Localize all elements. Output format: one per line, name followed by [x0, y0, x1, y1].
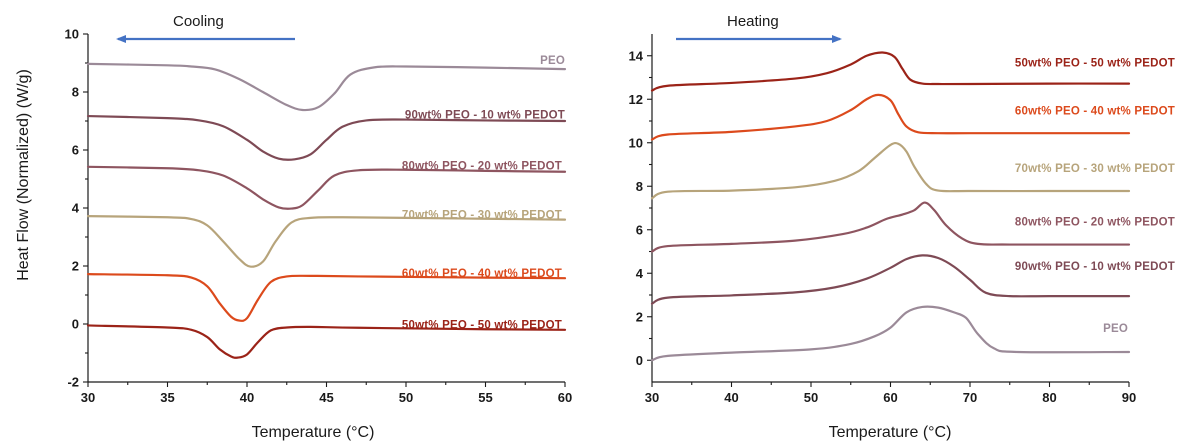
series-label: 80wt% PEO - 20 wt% PEDOT: [1015, 216, 1175, 228]
series-line-0: [650, 51, 1131, 92]
series-label: 50wt% PEO - 50 wt% PEDOT: [402, 319, 562, 331]
series-label: 50wt% PEO - 50 wt% PEDOT: [1015, 58, 1175, 70]
heating-panel: Temperature (°C) Heating 30 40 50 60 70 80 90 0…: [629, 13, 1175, 441]
x-tick-label: 35: [160, 390, 174, 405]
series-line-4: [86, 273, 567, 322]
x-tick-label: 50: [804, 390, 818, 405]
y-tick-label: 2: [72, 259, 79, 274]
y-tick-label: 10: [629, 135, 643, 150]
x-axis-title: Temperature (°C): [829, 424, 952, 441]
series-label: 60wt% PEO - 40 wt% PEDOT: [402, 268, 562, 280]
series-label: 60wt% PEO - 40 wt% PEDOT: [1015, 105, 1175, 117]
x-tick-label: 45: [319, 390, 333, 405]
x-tick-label: 60: [558, 390, 572, 405]
y-tick-label: 6: [636, 222, 643, 237]
x-tick-label: 60: [883, 390, 897, 405]
x-tick-label: 55: [478, 390, 492, 405]
series-line-1: [650, 93, 1131, 141]
series-line-2: [86, 165, 567, 210]
y-tick-label: 8: [72, 85, 79, 100]
y-tick-label: 0: [636, 353, 643, 368]
x-tick-label: 30: [645, 390, 659, 405]
x-tick-label: 70: [963, 390, 977, 405]
y-tick-label: 14: [629, 48, 644, 63]
series-label: 80wt% PEO - 20 wt% PEDOT: [402, 161, 562, 173]
cooling-panel: Heat Flow (Normalized) (W/g) Temperature…: [15, 13, 572, 441]
series-line-1: [86, 114, 567, 161]
x-tick-label: 40: [724, 390, 738, 405]
series-label: 70wt% PEO - 30 wt% PEDOT: [402, 210, 562, 222]
series-label: PEO: [540, 55, 565, 67]
heating-label: Heating: [727, 13, 779, 30]
x-tick-label: 40: [240, 390, 254, 405]
cooling-plot-area: 30 35 40 45 50 55 60 -2 0 2 4 6 8 10 PEO 90wt% PEO - 10…: [65, 27, 573, 406]
y-tick-label: 4: [72, 201, 80, 216]
series-line-2: [650, 141, 1131, 200]
y-tick-label: 12: [629, 92, 643, 107]
x-axis-title: Temperature (°C): [252, 424, 375, 441]
cooling-label: Cooling: [173, 13, 224, 30]
y-tick-label: 8: [636, 179, 643, 194]
y-tick-label: 0: [72, 317, 79, 332]
x-tick-label: 50: [399, 390, 413, 405]
series-line-4: [650, 254, 1131, 305]
heating-plot-area: 30 40 50 60 70 80 90 0 2 4 6 8 10 12 14 50wt% PEO - 50 …: [629, 34, 1175, 405]
y-axis-title: Heat Flow (Normalized) (W/g): [15, 69, 32, 281]
series-line-3: [650, 201, 1131, 253]
series-label: 90wt% PEO - 10 wt% PEDOT: [1015, 261, 1175, 273]
x-tick-label: 80: [1042, 390, 1056, 405]
x-tick-label: 90: [1122, 390, 1136, 405]
series-label: 70wt% PEO - 30 wt% PEDOT: [1015, 163, 1175, 175]
series-label: PEO: [1103, 323, 1128, 335]
series-line-3: [86, 215, 567, 268]
y-tick-label: 6: [72, 143, 79, 158]
y-tick-label: 4: [636, 266, 644, 281]
y-tick-label: 10: [65, 27, 79, 42]
series-line-5: [650, 305, 1131, 362]
series-line-0: [86, 62, 567, 112]
y-tick-label: 2: [636, 309, 643, 324]
series-line-5: [86, 324, 567, 359]
x-tick-label: 30: [81, 390, 95, 405]
y-tick-label: -2: [67, 375, 79, 390]
series-label: 90wt% PEO - 10 wt% PEDOT: [405, 110, 565, 122]
